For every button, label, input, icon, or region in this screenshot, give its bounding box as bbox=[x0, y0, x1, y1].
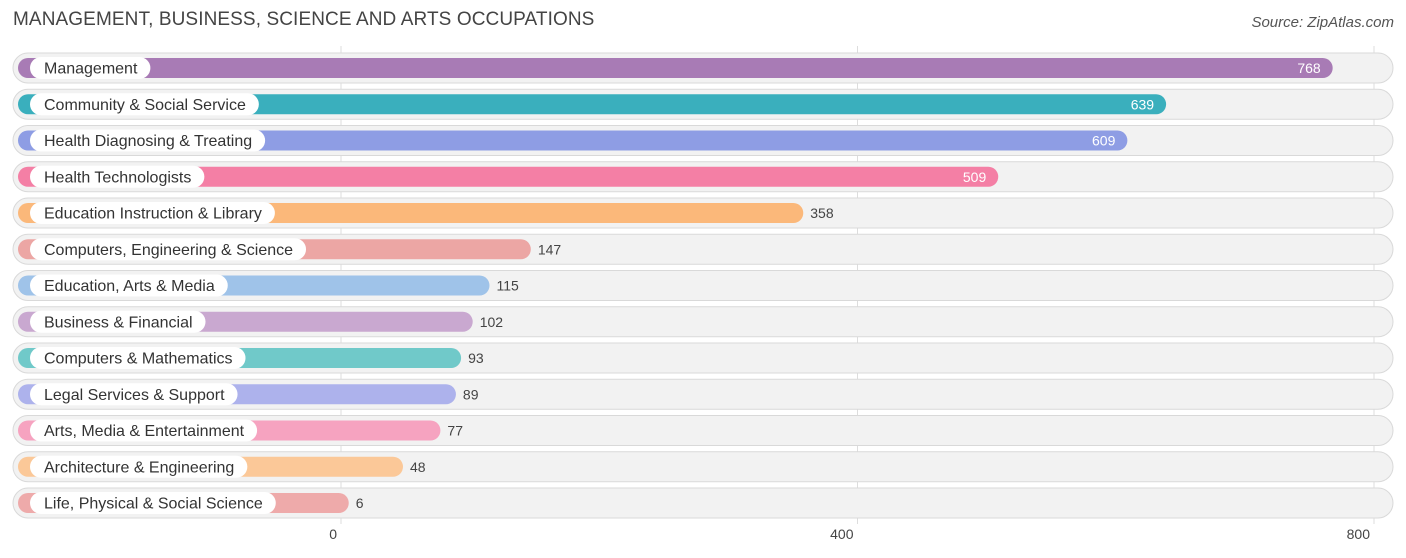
value-label: 115 bbox=[496, 278, 519, 294]
category-label: Architecture & Engineering bbox=[44, 459, 234, 476]
category-label: Arts, Media & Entertainment bbox=[44, 423, 245, 440]
x-tick-label: 0 bbox=[329, 526, 337, 542]
value-label: 6 bbox=[356, 495, 364, 511]
category-label-pill bbox=[30, 93, 259, 116]
category-label: Business & Financial bbox=[44, 314, 193, 331]
value-label: 358 bbox=[810, 205, 834, 221]
category-label-pill bbox=[30, 238, 307, 261]
bar bbox=[18, 130, 1128, 151]
value-label: 48 bbox=[410, 459, 426, 475]
category-label-pill bbox=[30, 310, 206, 333]
x-axis-ticks: 0 400 800 bbox=[329, 526, 1370, 542]
category-label-pill bbox=[30, 455, 248, 478]
category-label: Management bbox=[44, 61, 138, 78]
x-tick-label: 800 bbox=[1347, 526, 1371, 542]
category-label: Community & Social Service bbox=[44, 97, 246, 114]
category-label-pill bbox=[30, 202, 275, 224]
value-label: 768 bbox=[1297, 60, 1321, 76]
category-label-pill bbox=[30, 57, 151, 79]
category-label: Legal Services & Support bbox=[44, 387, 225, 404]
category-label: Health Technologists bbox=[44, 169, 191, 186]
value-label: 93 bbox=[468, 350, 484, 366]
category-label-pill bbox=[30, 492, 276, 514]
category-label-pill bbox=[30, 347, 246, 369]
rows-layer: Management 768 Community & Social Service 6… bbox=[12, 52, 1394, 519]
chart-title: MANAGEMENT, BUSINESS, SCIENCE AND ARTS O… bbox=[13, 9, 595, 30]
category-label: Education Instruction & Library bbox=[44, 206, 262, 223]
category-label-pill bbox=[30, 165, 205, 188]
value-label: 77 bbox=[447, 423, 463, 439]
row-background bbox=[12, 487, 1394, 519]
value-label: 147 bbox=[538, 241, 562, 257]
value-label: 89 bbox=[463, 386, 479, 402]
value-label: 609 bbox=[1092, 133, 1116, 149]
value-label: 102 bbox=[480, 314, 504, 330]
category-label: Computers, Engineering & Science bbox=[44, 242, 293, 259]
value-label: 639 bbox=[1131, 96, 1155, 112]
category-label: Life, Physical & Social Science bbox=[44, 496, 263, 513]
bar bbox=[18, 94, 1167, 115]
category-label: Health Diagnosing & Treating bbox=[44, 133, 252, 150]
value-label: 509 bbox=[963, 169, 987, 185]
category-label-pill bbox=[30, 129, 266, 152]
category-label-pill bbox=[30, 383, 238, 406]
category-label-pill bbox=[30, 274, 228, 297]
category-label: Computers & Mathematics bbox=[44, 351, 233, 368]
chart-source: Source: ZipAtlas.com bbox=[1251, 14, 1394, 31]
bar bbox=[18, 58, 1333, 78]
category-label: Education, Arts & Media bbox=[44, 278, 215, 295]
x-tick-label: 400 bbox=[830, 526, 854, 542]
category-label-pill bbox=[30, 419, 258, 442]
bar bbox=[18, 166, 999, 187]
